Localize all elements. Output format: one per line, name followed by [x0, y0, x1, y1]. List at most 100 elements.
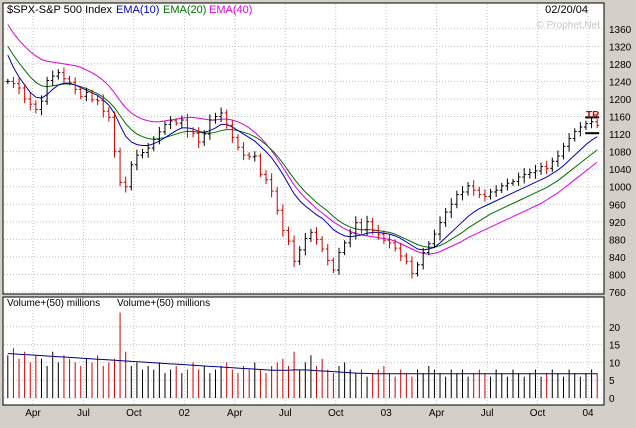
- price-bar: [292, 235, 297, 268]
- price-bar: [449, 198, 454, 219]
- price-tick-label: 840: [609, 253, 626, 264]
- price-bar: [264, 169, 269, 185]
- price-bar: [398, 242, 403, 262]
- price-bar: [370, 217, 375, 235]
- price-bar: [522, 168, 527, 184]
- price-bar: [67, 75, 72, 86]
- price-tick-label: 1080: [609, 148, 632, 159]
- price-bar: [247, 152, 252, 160]
- price-bar: [191, 127, 196, 138]
- price-tick-label: 1320: [609, 42, 632, 53]
- price-bar: [466, 182, 471, 196]
- price-bar: [269, 173, 274, 198]
- price-bar: [275, 186, 280, 215]
- price-bar: [280, 204, 285, 237]
- price-bar: [73, 77, 78, 95]
- price-y-axis: 760 800 840 880 920 960 1000 1040 1080 1120 1160 12…: [609, 25, 632, 299]
- price-bar: [157, 126, 162, 145]
- price-bar: [11, 76, 16, 89]
- tr-box: [585, 116, 600, 135]
- price-bar: [303, 232, 308, 256]
- price-tick-label: 760: [609, 288, 626, 299]
- volume-label-2: Volume+(50) millions: [117, 298, 210, 309]
- price-tick-label: 920: [609, 218, 626, 229]
- price-bar: [589, 117, 594, 129]
- price-bar: [230, 120, 235, 143]
- price-bar: [314, 227, 319, 245]
- price-bar: [533, 164, 538, 179]
- price-bar: [56, 69, 61, 80]
- x-tick-label: Apr: [25, 408, 41, 419]
- price-bar: [202, 130, 207, 146]
- price-bar: [325, 244, 330, 266]
- x-tick-label: Oct: [530, 408, 546, 419]
- volume-y-axis: 0 5 10 15 20: [609, 323, 621, 405]
- price-tick-label: 1200: [609, 95, 632, 106]
- ema10-label: EMA(10): [116, 4, 159, 16]
- symbol-label: $SPX-S&P 500 Index: [7, 4, 112, 16]
- price-tick-label: 960: [609, 200, 626, 211]
- x-tick-label: 02: [179, 408, 191, 419]
- watermark: © Prophet.Net: [536, 20, 600, 31]
- price-bar: [505, 178, 510, 191]
- x-tick-label: 03: [381, 408, 393, 419]
- price-tick-label: 1280: [609, 60, 632, 71]
- price-bar: [510, 178, 515, 186]
- price-bar: [387, 234, 392, 249]
- x-tick-label: Apr: [429, 408, 445, 419]
- price-bar: [151, 136, 156, 152]
- price-bar: [432, 229, 437, 249]
- price-bar: [471, 180, 476, 196]
- price-bar: [146, 142, 151, 158]
- volume-average-line: [7, 353, 598, 375]
- price-tick-label: 800: [609, 270, 626, 281]
- price-bar: [258, 153, 263, 178]
- price-bar: [213, 112, 218, 124]
- price-bar: [421, 247, 426, 270]
- price-bar: [415, 261, 420, 277]
- price-bars: [5, 67, 600, 279]
- price-bar: [527, 168, 532, 179]
- price-bar: [331, 257, 336, 273]
- price-tick-label: 1120: [609, 130, 631, 141]
- price-bar: [168, 116, 173, 130]
- price-bar: [235, 134, 240, 151]
- price-bar: [544, 160, 549, 175]
- price-bar: [583, 120, 588, 130]
- price-bar: [129, 161, 134, 191]
- volume-average: [7, 353, 598, 375]
- price-tick-label: 1000: [609, 183, 632, 194]
- price-bar: [28, 92, 33, 111]
- price-bar: [516, 172, 521, 186]
- volume-tick-label: 5: [609, 376, 615, 387]
- ema-lines: [7, 24, 598, 255]
- x-tick-label: 04: [582, 408, 594, 419]
- price-bar: [499, 182, 504, 194]
- price-bar: [539, 162, 544, 175]
- price-tick-label: 1360: [609, 25, 632, 36]
- price-bar: [61, 67, 66, 85]
- price-bar: [106, 107, 111, 122]
- price-bar: [550, 157, 555, 172]
- price-tick-label: 880: [609, 235, 626, 246]
- price-bar: [45, 76, 50, 105]
- price-bar: [286, 226, 291, 246]
- price-bar: [572, 128, 577, 142]
- price-bar: [353, 216, 358, 240]
- price-bar: [567, 133, 572, 152]
- price-bar: [393, 239, 398, 252]
- price-bar: [90, 89, 95, 103]
- volume-tick-label: 10: [609, 358, 621, 369]
- tr-annotation: TR: [586, 110, 600, 121]
- price-bar: [381, 230, 386, 244]
- volume-panel-background: [2, 296, 605, 406]
- ema40-label: EMA(40): [209, 4, 252, 16]
- price-bar: [17, 77, 22, 95]
- price-bar: [482, 189, 487, 202]
- chart-date: 02/20/04: [545, 4, 588, 16]
- price-bar: [196, 127, 201, 149]
- price-tick-label: 1240: [609, 77, 632, 88]
- price-bar: [78, 86, 83, 100]
- volume-grid: [4, 298, 603, 404]
- volume-bars: [7, 312, 598, 398]
